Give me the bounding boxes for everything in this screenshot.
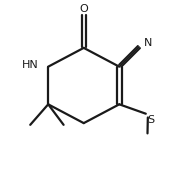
Text: N: N bbox=[144, 38, 153, 48]
Text: O: O bbox=[79, 4, 88, 14]
Text: HN: HN bbox=[22, 60, 39, 70]
Text: S: S bbox=[148, 115, 155, 125]
